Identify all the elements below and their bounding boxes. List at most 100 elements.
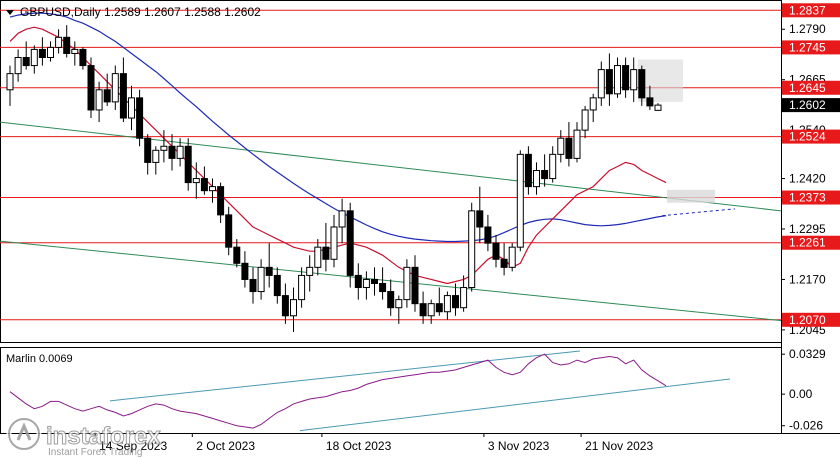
- candle-body-bull: [6, 73, 14, 91]
- candle: [443, 291, 451, 320]
- candle-body-bear: [638, 69, 646, 99]
- candle: [281, 283, 289, 324]
- candle-body-bull: [573, 129, 581, 159]
- candle: [330, 214, 338, 268]
- candle-body-bull: [111, 73, 119, 103]
- candle-body-bull: [427, 303, 435, 317]
- level-label: 1.2524: [789, 130, 826, 144]
- candle-body-bull: [128, 97, 135, 119]
- candle: [541, 154, 549, 187]
- candle: [119, 57, 127, 123]
- time-tick-label: 14 Sep 2023: [99, 439, 167, 453]
- candle: [630, 57, 638, 102]
- candle: [605, 53, 613, 106]
- candle: [200, 166, 208, 195]
- candle: [557, 130, 565, 163]
- price-axis: 1.27901.26651.25401.24201.22951.21701.20…: [781, 22, 826, 337]
- candle: [209, 178, 216, 203]
- candle: [573, 122, 581, 163]
- candle: [184, 138, 192, 191]
- candle: [87, 57, 95, 119]
- candle: [152, 146, 160, 175]
- candle-body-bear: [387, 291, 395, 309]
- candle: [419, 291, 427, 324]
- candle: [597, 61, 605, 106]
- symbol-header: GBPUSD,Daily 1.2589 1.2607 1.2588 1.2602: [20, 5, 261, 19]
- candle: [249, 267, 257, 304]
- candle-body-bear: [435, 303, 443, 313]
- candle-body-bear: [346, 210, 354, 276]
- candle: [452, 283, 459, 316]
- candle: [581, 105, 589, 139]
- candle-body-bull: [468, 210, 476, 289]
- candle-body-bull: [47, 46, 54, 58]
- level-label: 1.2745: [789, 40, 826, 54]
- level-label-box: [782, 3, 840, 18]
- candle: [533, 162, 540, 195]
- level-label-box: [782, 129, 840, 144]
- candle-body-bear: [565, 137, 573, 159]
- candle-body-bear: [322, 246, 330, 260]
- resistance-zone: [637, 59, 683, 102]
- candle-body-bear: [379, 282, 387, 293]
- level-label: 1.2070: [789, 313, 826, 327]
- candle: [217, 182, 225, 223]
- candle-body-bear: [79, 48, 87, 67]
- candle-body-bull: [589, 97, 597, 111]
- candle: [111, 65, 119, 110]
- candle: [354, 263, 362, 300]
- candle-body-bear: [605, 69, 613, 95]
- candle: [71, 41, 79, 66]
- candle: [565, 122, 573, 167]
- candle-body-bear: [500, 258, 508, 268]
- candle-body-bear: [200, 178, 208, 192]
- candle: [589, 93, 597, 123]
- candle-body-bear: [63, 36, 71, 54]
- candle-body-bull: [557, 137, 565, 155]
- level-labels: 1.2837 1.2745 1.2645 1.2524 1.2373 1.2261 1.20…: [782, 3, 840, 327]
- candle-body-bull: [597, 69, 605, 99]
- level-label: 1.2261: [789, 236, 826, 250]
- candle-body-bull: [95, 89, 103, 111]
- collapse-triangle-icon[interactable]: [6, 10, 14, 15]
- candle: [492, 235, 500, 268]
- candlesticks: [6, 25, 662, 332]
- candle-body-bear: [233, 246, 241, 264]
- candle: [257, 259, 265, 300]
- indicator-pane-frame: [0, 347, 782, 434]
- candle-body-bear: [452, 295, 459, 309]
- osc-tick-label: 0.0329: [789, 347, 826, 361]
- candle-body-bull: [176, 145, 184, 159]
- candle: [614, 57, 621, 98]
- candle-body-bull: [152, 149, 160, 163]
- candle-body-bear: [265, 266, 273, 276]
- candle-body-bull: [614, 65, 621, 95]
- candle-body-bull: [549, 153, 557, 180]
- candle-body-bull: [395, 299, 403, 309]
- candle-body-bull: [581, 109, 589, 131]
- level-label-box: [782, 40, 840, 55]
- osc-channel-lower: [299, 378, 731, 432]
- candle: [476, 186, 484, 244]
- candle-body-bear: [646, 97, 654, 107]
- candle-body-bull: [55, 36, 63, 48]
- candle-body-bull: [257, 266, 265, 293]
- candle: [144, 134, 152, 175]
- candle-body-bull: [403, 266, 411, 301]
- candle-body-bear: [354, 274, 362, 289]
- candle-body-bull: [314, 246, 322, 268]
- candle-body-bull: [362, 278, 370, 289]
- level-label: 1.2373: [789, 191, 826, 205]
- candle: [298, 267, 306, 308]
- candle: [38, 37, 46, 66]
- candle: [233, 239, 241, 268]
- candle-body-bull: [338, 210, 346, 228]
- candle-body-bear: [419, 303, 427, 317]
- candle: [290, 287, 297, 332]
- candle-body-bull: [14, 56, 22, 75]
- candle: [128, 85, 135, 131]
- ma-blue-line: [9, 12, 667, 243]
- price-tick-label: 1.2790: [789, 22, 826, 36]
